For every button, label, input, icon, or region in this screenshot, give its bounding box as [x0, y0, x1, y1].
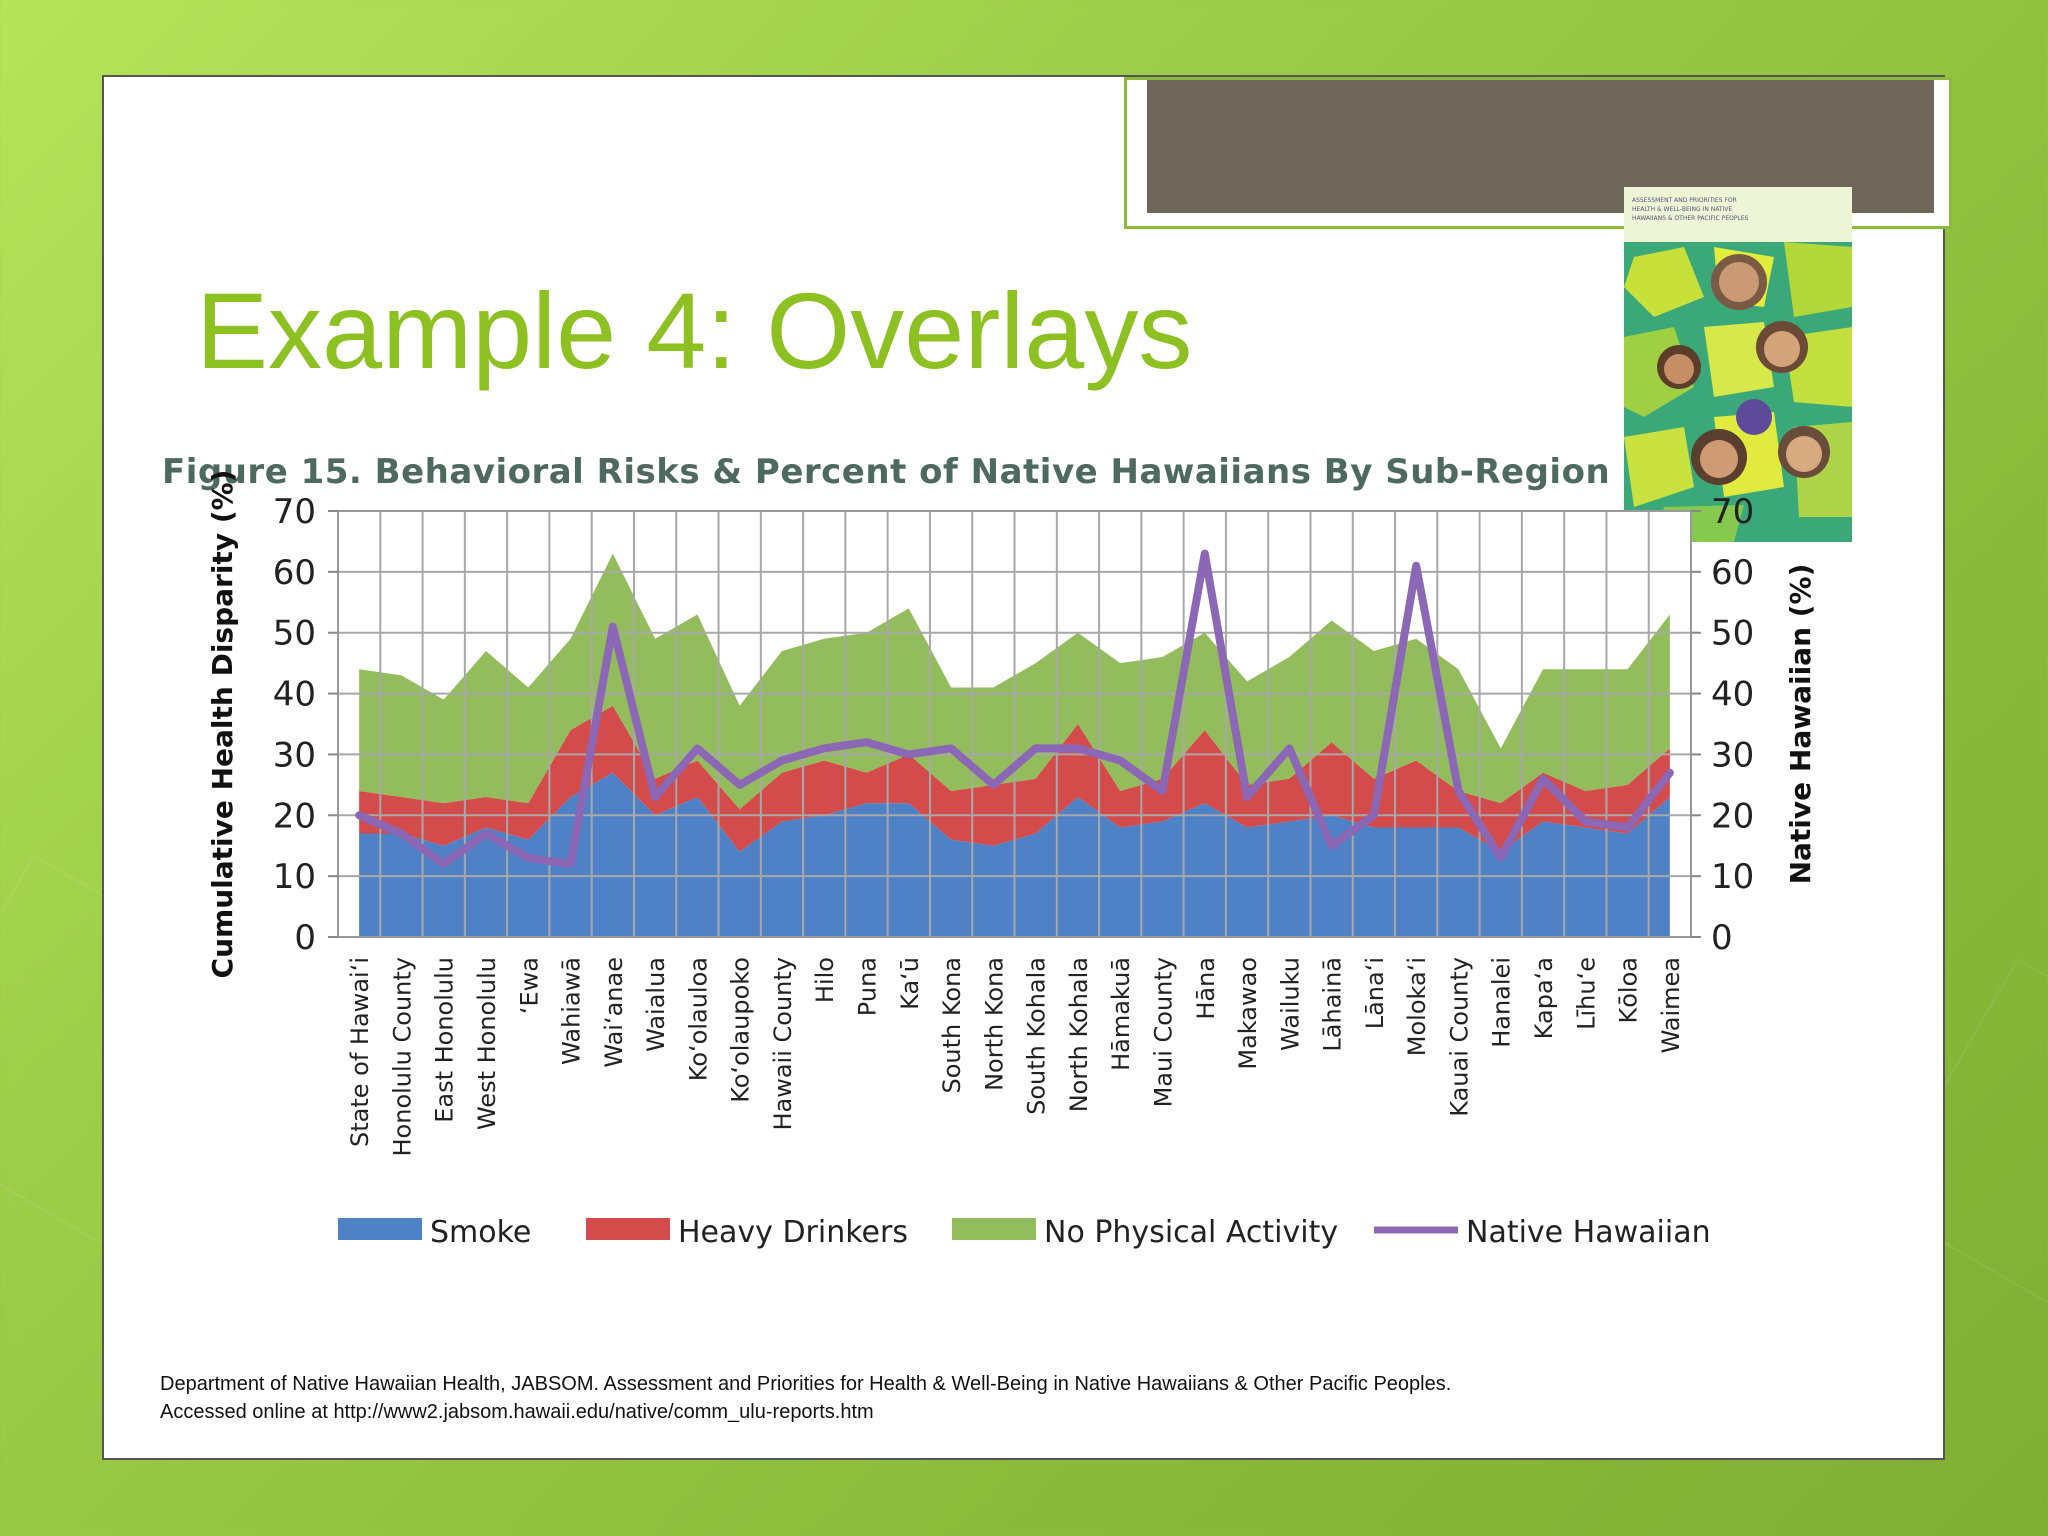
citation-line: Department of Native Hawaiian Health, JA… [160, 1373, 1452, 1395]
x-tick-label: West Honolulu [473, 957, 501, 1130]
cover-text-line: HEALTH & WELL-BEING IN NATIVE [1632, 206, 1732, 213]
x-tick-label: North Kona [980, 957, 1008, 1091]
y-tick-label: 40 [273, 675, 316, 715]
plot-border [337, 510, 1692, 938]
x-tick-label: Maui County [1149, 957, 1177, 1107]
x-tick-label: Waimea [1657, 957, 1685, 1053]
x-tick-label: Wai‘anae [600, 957, 628, 1068]
y-tick-label: 0 [294, 918, 316, 958]
y2-tick-label: 50 [1711, 614, 1754, 654]
x-tick-label: South Kona [938, 957, 966, 1094]
legend-label: Heavy Drinkers [678, 1215, 908, 1250]
x-tick-label: Honolulu County [388, 957, 416, 1157]
x-tick-label: Ka‘ū [896, 957, 924, 1010]
x-tick-label: South Kohala [1023, 957, 1051, 1115]
legend-label: Native Hawaiian [1466, 1215, 1711, 1250]
x-tick-label: State of Hawai‘i [346, 957, 374, 1147]
line-native-hawaiian [355, 549, 1674, 868]
legend-label: Smoke [430, 1215, 531, 1250]
x-tick-label: Lāna‘i [1361, 957, 1389, 1029]
x-tick-label: Ko‘olaupoko [727, 957, 755, 1103]
x-tick-label: Hanalei [1488, 957, 1516, 1048]
x-tick-label: Kauai County [1445, 957, 1473, 1117]
y2-tick-label: 20 [1711, 796, 1754, 836]
y2-tick-label: 40 [1711, 675, 1754, 715]
legend-swatch [338, 1218, 422, 1240]
x-tick-label: East Honolulu [431, 957, 459, 1123]
y-axis-title: Cumulative Health Disparity (%) [206, 470, 239, 979]
header-tab-frame [1124, 77, 1952, 229]
y-tick-label: 30 [273, 735, 316, 775]
x-tick-label: Ko‘olauloa [684, 957, 712, 1081]
legend-label: No Physical Activity [1044, 1215, 1338, 1250]
x-tick-label: Kōloa [1615, 957, 1643, 1023]
x-tick-label: Kapa‘a [1530, 957, 1558, 1039]
x-tick-label: Wailuku [1276, 957, 1304, 1051]
y2-tick-label: 30 [1711, 735, 1754, 775]
y2-axis-title: Native Hawaiian (%) [1784, 564, 1817, 885]
y2-tick-label: 10 [1711, 857, 1754, 897]
x-tick-label: Hawaii County [769, 957, 797, 1131]
y-tick-label: 10 [273, 857, 316, 897]
x-tick-label: Makawao [1234, 957, 1262, 1070]
x-tick-label: Wahiawā [558, 957, 586, 1065]
x-tick-label: North Kohala [1065, 957, 1093, 1112]
stacked-area-chart: 0 0 10 10 20 20 30 30 40 40 50 50 60 60 70 70 State of H… [206, 470, 1817, 1250]
x-tick-label: ‘Ewa [515, 957, 543, 1014]
y-tick-label: 70 [273, 492, 316, 532]
y2-tick-label: 60 [1711, 553, 1754, 593]
y-tick-label: 20 [273, 796, 316, 836]
x-tick-label: Līhu‘e [1572, 957, 1600, 1030]
x-tick-label: Hāmakuā [1107, 957, 1135, 1071]
cover-text-line: HAWAIIANS & OTHER PACIFIC PEOPLES [1632, 215, 1749, 222]
figure-title: Figure 15. Behavioral Risks & Percent of… [162, 452, 1611, 492]
slide-title: Example 4: Overlays [196, 270, 1193, 391]
x-tick-label: Waialua [642, 957, 670, 1052]
y-tick-label: 50 [273, 614, 316, 654]
chart-area: 0 0 10 10 20 20 30 30 40 40 50 50 60 60 70 70 State of H… [104, 77, 1947, 1462]
legend-swatch [952, 1218, 1036, 1240]
legend-swatch [586, 1218, 670, 1240]
cover-text-line: ASSESSMENT AND PRIORITIES FOR [1632, 197, 1737, 204]
x-tick-label: Hilo [811, 957, 839, 1003]
citation-line: Accessed online at http://www2.jabsom.ha… [160, 1401, 874, 1423]
citation: Department of Native Hawaiian Health, JA… [160, 1370, 1451, 1426]
slide-panel: Example 4: Overlays Figure 15. Behaviora… [102, 75, 1952, 1462]
y-tick-label: 60 [273, 553, 316, 593]
x-tick-label: Lāhainā [1319, 957, 1347, 1052]
y2-tick-label: 0 [1711, 918, 1733, 958]
x-tick-label: Hāna [1192, 957, 1220, 1020]
x-tick-label: Moloka‘i [1403, 957, 1431, 1056]
x-tick-label: Puna [854, 957, 882, 1016]
y2-tick-label: 70 [1711, 492, 1754, 532]
